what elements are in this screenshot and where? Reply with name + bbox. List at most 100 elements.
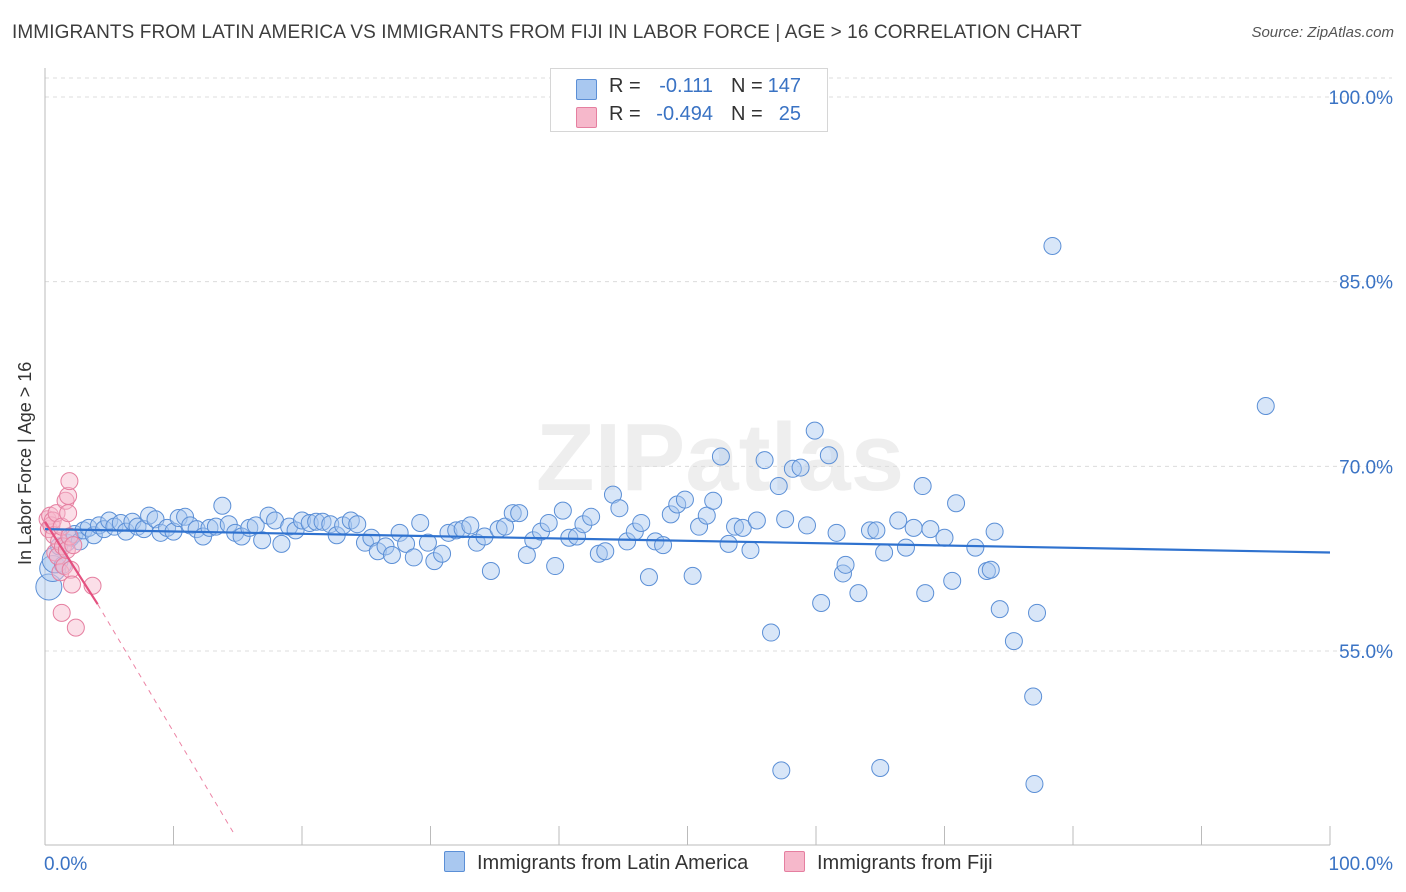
latin-point (827, 523, 846, 542)
latin-point (741, 541, 760, 560)
series-legend: Immigrants from Latin America Immigrants… (0, 851, 1406, 879)
latin-point (1043, 236, 1062, 255)
legend-swatch-latin (576, 79, 597, 100)
latin-point (849, 584, 868, 603)
latin-point (805, 421, 824, 440)
correlation-legend: R = -0.111 N = 147 R = -0.494 N = 25 (550, 68, 828, 132)
latin-point (889, 511, 908, 530)
latin-point (791, 458, 810, 477)
source-label: Source: ZipAtlas.com (1251, 24, 1394, 41)
latin-point (574, 515, 593, 534)
y-tick-label: 100.0% (1329, 88, 1394, 109)
latin-point (582, 507, 601, 526)
latin-point (921, 520, 940, 539)
latin-america-points (35, 236, 1275, 793)
latin-point (618, 532, 637, 551)
series-legend-fiji[interactable]: Immigrants from Fiji (784, 851, 993, 875)
latin-point (769, 477, 788, 496)
latin-point (1028, 603, 1047, 622)
latin-point (253, 531, 272, 550)
legend-r-value: -0.494 (656, 103, 713, 125)
latin-point (798, 516, 817, 535)
fiji-point (52, 603, 71, 622)
latin-point (553, 501, 572, 520)
chart-title: IMMIGRANTS FROM LATIN AMERICA VS IMMIGRA… (12, 22, 1082, 43)
latin-point (418, 533, 437, 552)
legend-n-label: N = (731, 103, 763, 125)
latin-point (704, 491, 723, 510)
y-axis-label: In Labor Force | Age > 16 (15, 361, 35, 565)
latin-point (546, 557, 565, 576)
legend-r-label: R = (609, 103, 641, 125)
latin-point (726, 517, 745, 536)
latin-point (875, 543, 894, 562)
latin-point (596, 542, 615, 561)
latin-point (272, 534, 291, 553)
latin-point (836, 555, 855, 574)
latin-point (539, 513, 558, 532)
latin-point (966, 538, 985, 557)
latin-point (916, 584, 935, 603)
latin-point (433, 544, 452, 563)
legend-n-value: 25 (778, 103, 801, 125)
latin-point (711, 447, 730, 466)
latin-point (990, 600, 1009, 619)
fiji-point (59, 504, 78, 523)
latin-point (447, 521, 466, 540)
latin-point (896, 538, 915, 557)
latin-point (719, 534, 738, 553)
latin-point (187, 520, 206, 539)
latin-point (496, 517, 515, 536)
latin-point (632, 513, 651, 532)
legend-n-value: 147 (767, 75, 801, 97)
fiji-trend-line (44, 521, 99, 605)
latin-point (461, 516, 480, 535)
latin-point (860, 521, 879, 540)
x-tick-label-max: 100.0% (1329, 854, 1394, 875)
latin-trend-line (44, 528, 1331, 554)
latin-point (943, 571, 962, 590)
fiji-point (59, 486, 78, 505)
latin-point (755, 451, 774, 470)
latin-point (1256, 397, 1275, 416)
latin-point (503, 504, 522, 523)
legend-r-value: -0.111 (659, 75, 713, 97)
latin-point (762, 623, 781, 642)
series-swatch-fiji (784, 851, 805, 872)
trend-layer (44, 521, 1331, 836)
latin-point (867, 521, 886, 540)
latin-point (307, 512, 326, 531)
latin-point (661, 505, 680, 524)
latin-point (169, 509, 188, 528)
fiji-point (64, 536, 83, 555)
latin-point (812, 593, 831, 612)
latin-point (733, 518, 752, 537)
latin-point (913, 477, 932, 496)
latin-point (981, 560, 1000, 579)
latin-point (985, 522, 1004, 541)
legend-r-label: R = (609, 75, 641, 97)
latin-point (610, 499, 629, 518)
latin-point (1024, 687, 1043, 706)
latin-point (935, 528, 954, 547)
series-legend-latin[interactable]: Immigrants from Latin America (444, 851, 748, 875)
legend-row-latin: R = -0.111 N = 147 (551, 73, 827, 101)
series-label-fiji: Immigrants from Fiji (817, 852, 993, 874)
fiji-point (60, 527, 79, 546)
latin-point (683, 566, 702, 585)
y-tick-label: 70.0% (1339, 457, 1393, 478)
latin-point (382, 545, 401, 564)
latin-point (348, 515, 367, 534)
latin-point (510, 504, 529, 523)
axis-layer (44, 68, 1331, 846)
fiji-point (60, 472, 79, 491)
y-tick-label: 55.0% (1339, 642, 1393, 663)
latin-point (321, 515, 340, 534)
latin-point (213, 496, 232, 515)
fiji-point (62, 575, 81, 594)
legend-row-fiji: R = -0.494 N = 25 (551, 101, 827, 129)
latin-point (747, 511, 766, 530)
latin-point (904, 518, 923, 537)
y-tick-label: 85.0% (1339, 273, 1393, 294)
